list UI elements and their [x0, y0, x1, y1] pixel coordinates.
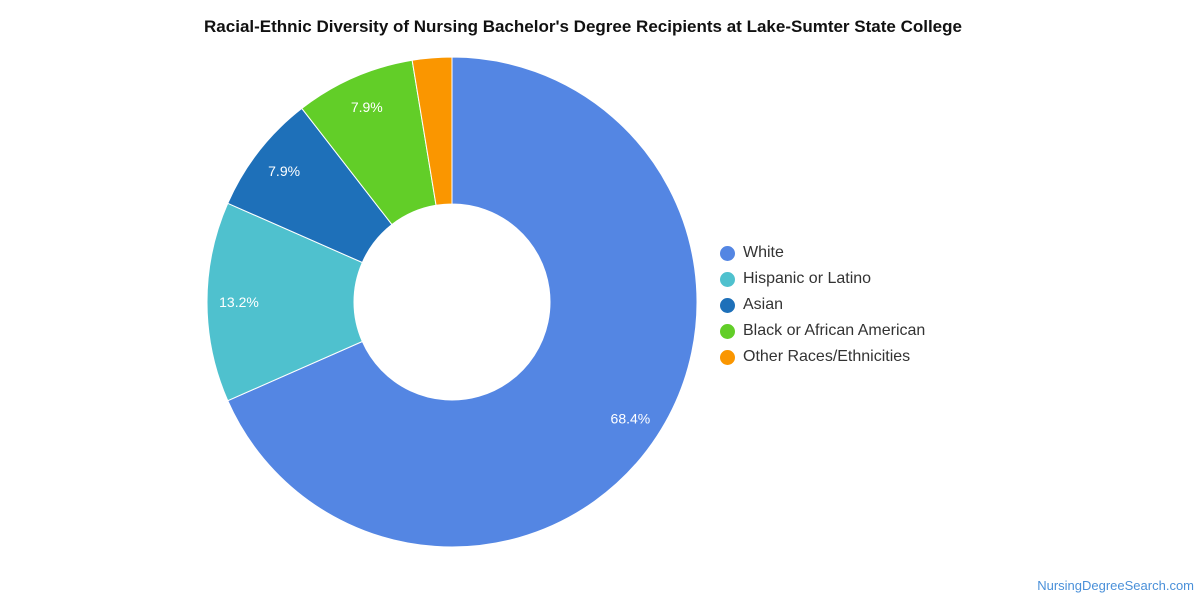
slice-label: 7.9% — [268, 163, 300, 179]
legend-item[interactable]: Other Races/Ethnicities — [720, 344, 925, 370]
legend-label: Hispanic or Latino — [743, 270, 872, 287]
legend-swatch — [720, 245, 735, 261]
legend-item[interactable]: Hispanic or Latino — [720, 266, 925, 292]
legend-swatch — [720, 297, 735, 313]
slice-label: 13.2% — [219, 294, 259, 310]
legend-swatch — [720, 271, 735, 287]
legend-swatch — [720, 323, 735, 339]
slice-white[interactable] — [227, 56, 698, 548]
legend-label: Asian — [743, 296, 784, 313]
legend-item[interactable]: Black or African American — [720, 318, 925, 344]
slice-label: 7.9% — [351, 99, 383, 115]
legend-label: White — [743, 244, 784, 261]
legend-swatch — [720, 349, 735, 365]
slice-hispanic-or-latino[interactable] — [206, 202, 363, 402]
chart-title: Racial-Ethnic Diversity of Nursing Bache… — [204, 17, 962, 36]
source-link[interactable]: NursingDegreeSearch.com — [1037, 578, 1194, 593]
slice-other-races-ethnicities[interactable] — [411, 56, 453, 206]
legend-item[interactable]: White — [720, 240, 925, 266]
legend-label: Other Races/Ethnicities — [743, 348, 911, 365]
chart-legend: White Hispanic or Latino Asian Black or Afr… — [720, 240, 925, 370]
legend-item[interactable]: Asian — [720, 292, 925, 318]
legend-label: Black or African American — [743, 322, 926, 339]
slice-label: 68.4% — [611, 410, 651, 426]
